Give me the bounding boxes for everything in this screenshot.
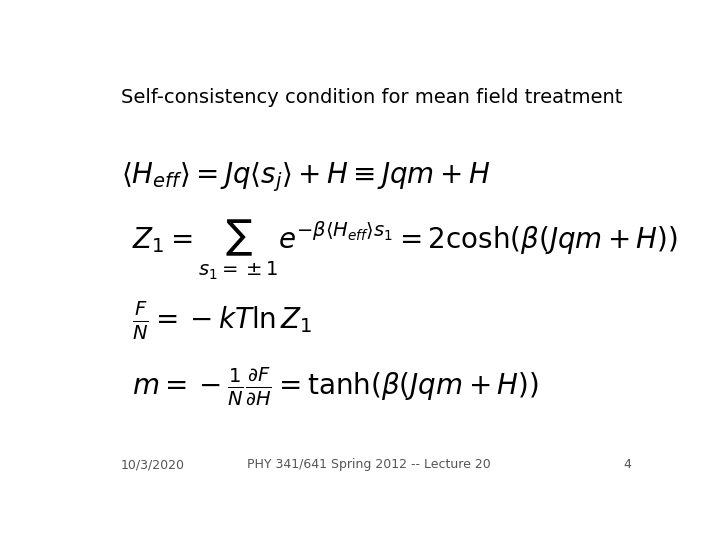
Text: $\langle H_{eff} \rangle = Jq\langle s_j \rangle + H \equiv Jqm + H$: $\langle H_{eff} \rangle = Jq\langle s_j… <box>121 160 490 194</box>
Text: $\frac{F}{N} = -kT\ln Z_1$: $\frac{F}{N} = -kT\ln Z_1$ <box>132 300 312 342</box>
Text: $m = -\frac{1}{N}\frac{\partial F}{\partial H} = \tanh(\beta(Jqm+H))$: $m = -\frac{1}{N}\frac{\partial F}{\part… <box>132 366 539 408</box>
Text: 4: 4 <box>624 458 631 471</box>
Text: Self-consistency condition for mean field treatment: Self-consistency condition for mean fiel… <box>121 87 622 107</box>
Text: $Z_1 = \sum_{s_1=\pm1} e^{-\beta\langle H_{eff}\rangle s_1} = 2\cosh(\beta(Jqm+H: $Z_1 = \sum_{s_1=\pm1} e^{-\beta\langle … <box>132 218 678 282</box>
Text: 10/3/2020: 10/3/2020 <box>121 458 185 471</box>
Text: PHY 341/641 Spring 2012 -- Lecture 20: PHY 341/641 Spring 2012 -- Lecture 20 <box>247 458 491 471</box>
